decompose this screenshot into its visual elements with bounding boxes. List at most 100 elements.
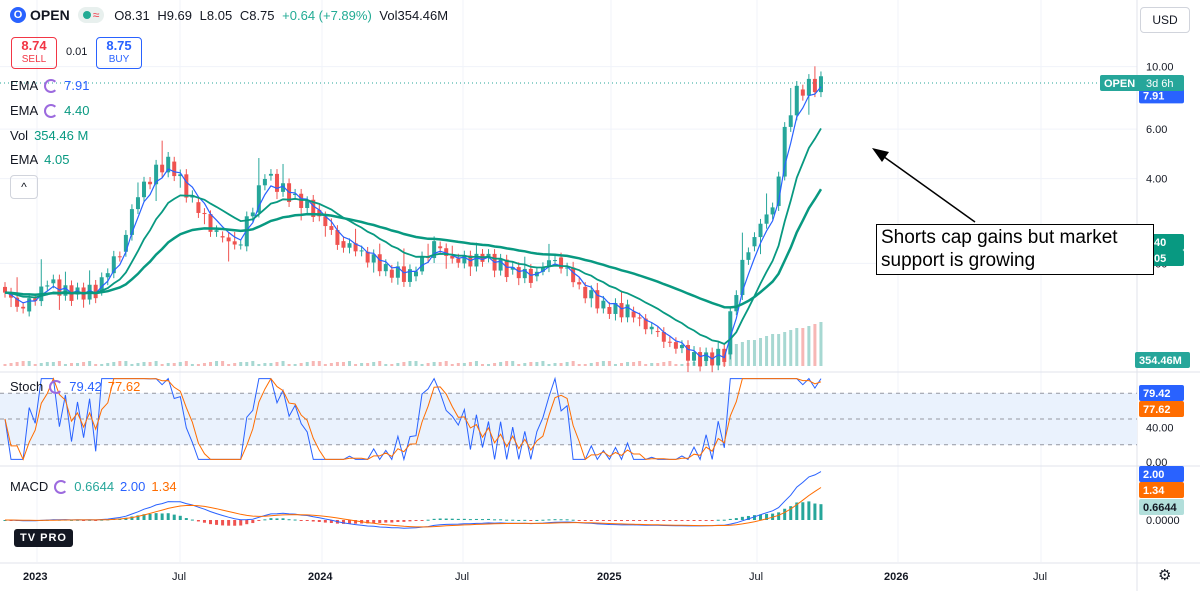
macd-legend[interactable]: MACD 0.6644 2.00 1.34 <box>10 479 177 494</box>
volume-bar <box>456 363 460 366</box>
macd-signal-tag: 1.34 <box>1143 485 1165 497</box>
volume-bar <box>69 363 73 366</box>
macd-hist-bar <box>136 515 140 520</box>
macd-hist-bar <box>650 520 654 521</box>
candle <box>377 254 382 272</box>
indicator-volume[interactable]: Vol 354.46 M <box>10 128 88 143</box>
volume-bar <box>571 361 575 366</box>
candle <box>317 209 322 217</box>
volume-bar <box>281 361 285 366</box>
chevron-up-icon[interactable]: ^ <box>10 175 38 199</box>
stoch-d-tag-bg <box>1139 401 1184 417</box>
volume-bar <box>329 363 333 366</box>
macd-hist-bar <box>396 520 400 522</box>
candle <box>722 348 727 362</box>
indicator-ema-fast[interactable]: EMA 7.91 <box>10 78 89 93</box>
volume-bar <box>124 361 128 366</box>
macd-hist-bar <box>329 520 333 523</box>
indicator-ema-slow[interactable]: EMA 4.40 <box>10 103 89 118</box>
macd-hist-bar <box>227 520 231 526</box>
ema-fast-price-tag-bg <box>1139 87 1184 104</box>
candle <box>655 331 660 333</box>
volume-bar <box>559 363 563 366</box>
candle <box>667 341 672 343</box>
macd-hist-bar <box>215 520 219 525</box>
symbol-header: O OPEN ≈ O8.31 H9.69 L8.05 C8.75 +0.64 (… <box>10 7 452 23</box>
macd-hist-bar <box>499 519 503 521</box>
volume-bar <box>674 364 678 366</box>
macd-hist-bar <box>710 520 714 521</box>
volume-bar <box>166 363 170 366</box>
candle <box>794 85 799 116</box>
volume-bar <box>499 362 503 366</box>
volume-bar <box>595 362 599 366</box>
candle <box>305 199 310 208</box>
macd-hist-bar <box>656 520 660 521</box>
gear-icon[interactable]: ⚙ <box>1158 567 1172 584</box>
volume-bar <box>746 340 750 366</box>
macd-hist-bar <box>632 520 636 521</box>
volume-bar <box>680 364 684 366</box>
volume-bar <box>88 361 92 366</box>
macd-hist-bar <box>777 512 781 520</box>
macd-hist-bar <box>462 518 466 520</box>
volume-bar <box>462 363 466 366</box>
volume-bar <box>142 362 146 366</box>
volume-bar <box>39 363 43 366</box>
volume-bar <box>577 364 581 366</box>
volume-price-tag: 354.46M <box>1139 355 1182 367</box>
macd-hist-bar <box>613 520 617 521</box>
candle <box>238 244 243 246</box>
candle <box>764 214 769 224</box>
candle <box>462 255 467 264</box>
candle <box>123 234 128 252</box>
volume-bar <box>287 364 291 366</box>
candle <box>401 266 406 282</box>
volume-bar <box>106 363 110 366</box>
candle <box>420 256 425 272</box>
symbol-name[interactable]: OPEN <box>30 7 70 23</box>
candle <box>117 256 122 258</box>
candle <box>63 285 68 296</box>
volume-bar <box>209 362 212 366</box>
candle <box>474 253 479 267</box>
volume-bar <box>589 363 593 366</box>
candle <box>746 252 751 260</box>
ema-volume-price-tag-bg <box>1150 250 1184 266</box>
volume-bar <box>535 362 539 366</box>
macd-hist-bar <box>432 518 436 520</box>
candle <box>432 241 437 259</box>
indicator-ema-volume[interactable]: EMA 4.05 <box>10 152 69 167</box>
stoch-k-tag: 79.42 <box>1143 388 1171 400</box>
stoch-pane <box>0 376 1137 462</box>
sell-button[interactable]: 8.74 SELL <box>11 37 57 69</box>
volume-bar <box>565 362 569 366</box>
currency-selector[interactable]: USD <box>1140 7 1190 33</box>
refresh-icon <box>44 78 59 93</box>
candle <box>625 304 630 318</box>
candle <box>135 197 140 210</box>
buy-button[interactable]: 8.75 BUY <box>96 37 142 69</box>
macd-hist-bar <box>783 508 787 520</box>
candle <box>329 226 334 230</box>
candle <box>516 267 521 279</box>
volume-bar <box>505 361 509 366</box>
ohlc-values: O8.31 H9.69 L8.05 C8.75 +0.64 (+7.89%) V… <box>114 8 452 23</box>
ema-slow-price-tag-bg <box>1150 234 1184 250</box>
candle <box>692 352 697 361</box>
macd-hist-bar <box>541 519 545 521</box>
open-value: O8.31 <box>114 7 150 23</box>
candle <box>160 164 165 173</box>
macd-hist-bar <box>221 520 225 526</box>
volume-bar <box>438 362 442 366</box>
volume-bar <box>360 363 364 366</box>
macd-tag: 2.00 <box>1143 469 1164 481</box>
macd-hist-bar <box>233 520 237 526</box>
stoch-legend[interactable]: Stoch 79.42 77.62 <box>10 379 140 394</box>
time-tick-label: 2023 <box>23 571 47 583</box>
volume-bar <box>251 361 255 366</box>
annotation-arrow <box>872 148 976 223</box>
volume-price-tag-bg <box>1135 352 1190 368</box>
market-status-pill[interactable]: ≈ <box>77 7 105 23</box>
